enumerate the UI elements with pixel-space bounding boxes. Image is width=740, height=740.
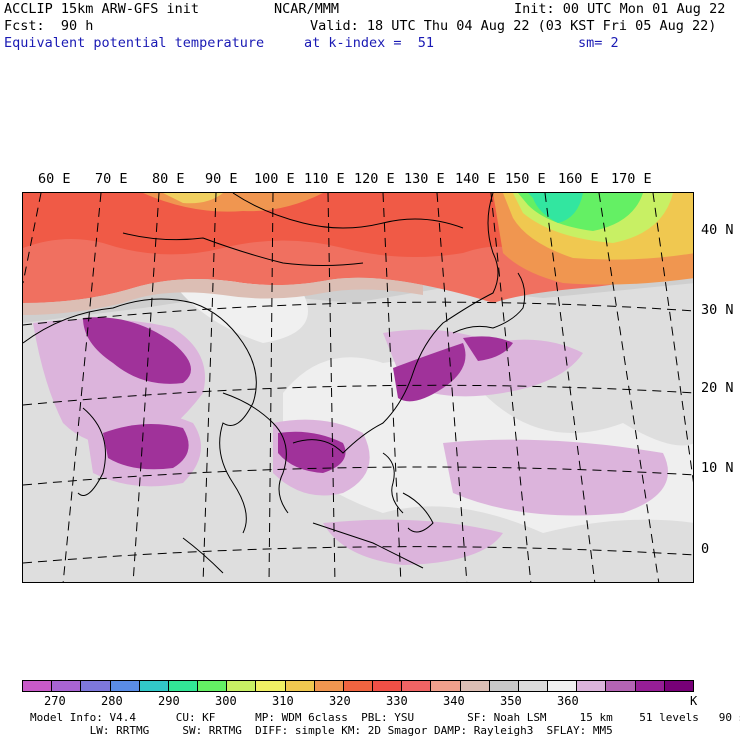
latitude-label: 40 N bbox=[701, 222, 734, 238]
colorbar-swatch bbox=[635, 681, 665, 691]
latitude-label: 0 bbox=[701, 541, 710, 557]
longitude-label: 130 E bbox=[404, 171, 445, 187]
colorbar-tick-label: 360 bbox=[557, 694, 579, 708]
colorbar-swatch bbox=[343, 681, 374, 691]
model-title: ACCLIP 15km ARW-GFS init bbox=[4, 1, 200, 17]
colorbar-swatch bbox=[402, 681, 432, 691]
colorbar-tick-label: 310 bbox=[272, 694, 294, 708]
latitude-label: 10 N bbox=[701, 460, 734, 476]
colorbar-swatch bbox=[139, 681, 169, 691]
colorbar-swatch bbox=[548, 681, 578, 691]
colorbar-swatch bbox=[168, 681, 199, 691]
colorbar-swatch bbox=[227, 681, 257, 691]
longitude-label: 100 E bbox=[254, 171, 295, 187]
colorbar-swatch bbox=[285, 681, 315, 691]
colorbar-swatch bbox=[23, 681, 53, 691]
map-panel bbox=[22, 192, 694, 583]
colorbar-tick-label: 340 bbox=[443, 694, 465, 708]
forecast-hour: Fcst: 90 h bbox=[4, 18, 94, 34]
colorbar-tick-label: 320 bbox=[329, 694, 351, 708]
colorbar-swatch bbox=[52, 681, 82, 691]
colorbar-swatch bbox=[198, 681, 228, 691]
colorbar-unit: K bbox=[690, 694, 698, 708]
longitude-label: 80 E bbox=[152, 171, 185, 187]
map-field bbox=[23, 193, 693, 582]
longitude-label: 160 E bbox=[558, 171, 599, 187]
longitude-label: 60 E bbox=[38, 171, 71, 187]
smoothing-info: sm= 2 bbox=[578, 35, 619, 51]
colorbar-swatch bbox=[314, 681, 344, 691]
colorbar-swatch bbox=[606, 681, 636, 691]
colorbar-tick-label: 280 bbox=[101, 694, 123, 708]
longitude-label: 110 E bbox=[304, 171, 345, 187]
colorbar-tick-label: 350 bbox=[500, 694, 522, 708]
model-info-line-2: LW: RRTMG SW: RRTMG DIFF: simple KM: 2D … bbox=[30, 724, 613, 737]
model-info-line-1: Model Info: V4.4 CU: KF MP: WDM 6class P… bbox=[30, 711, 740, 724]
latitude-label: 30 N bbox=[701, 302, 734, 318]
colorbar-tick-label: 270 bbox=[44, 694, 66, 708]
colorbar-tick-label: 330 bbox=[386, 694, 408, 708]
field-name: Equivalent potential temperature bbox=[4, 35, 265, 51]
colorbar-swatch bbox=[460, 681, 490, 691]
colorbar-swatch bbox=[373, 681, 403, 691]
colorbar-swatch bbox=[431, 681, 461, 691]
longitude-label: 150 E bbox=[505, 171, 546, 187]
colorbar-swatch bbox=[664, 681, 693, 691]
longitude-label: 140 E bbox=[455, 171, 496, 187]
colorbar-swatch bbox=[518, 681, 549, 691]
colorbar-tick-label: 300 bbox=[215, 694, 237, 708]
latitude-label: 20 N bbox=[701, 380, 734, 396]
colorbar-swatch bbox=[81, 681, 111, 691]
colorbar-swatch bbox=[110, 681, 140, 691]
level-info: at k-index = 51 bbox=[304, 35, 435, 51]
init-time: Init: 00 UTC Mon 01 Aug 22 bbox=[514, 1, 726, 17]
longitude-label: 170 E bbox=[611, 171, 652, 187]
longitude-label: 120 E bbox=[354, 171, 395, 187]
longitude-label: 70 E bbox=[95, 171, 128, 187]
colorbar-tick-label: 290 bbox=[158, 694, 180, 708]
colorbar bbox=[22, 680, 694, 692]
valid-time: Valid: 18 UTC Thu 04 Aug 22 (03 KST Fri … bbox=[310, 18, 717, 34]
org-label: NCAR/MMM bbox=[274, 1, 340, 17]
colorbar-swatch bbox=[577, 681, 607, 691]
colorbar-swatch bbox=[489, 681, 519, 691]
colorbar-swatch bbox=[256, 681, 286, 691]
longitude-label: 90 E bbox=[205, 171, 238, 187]
